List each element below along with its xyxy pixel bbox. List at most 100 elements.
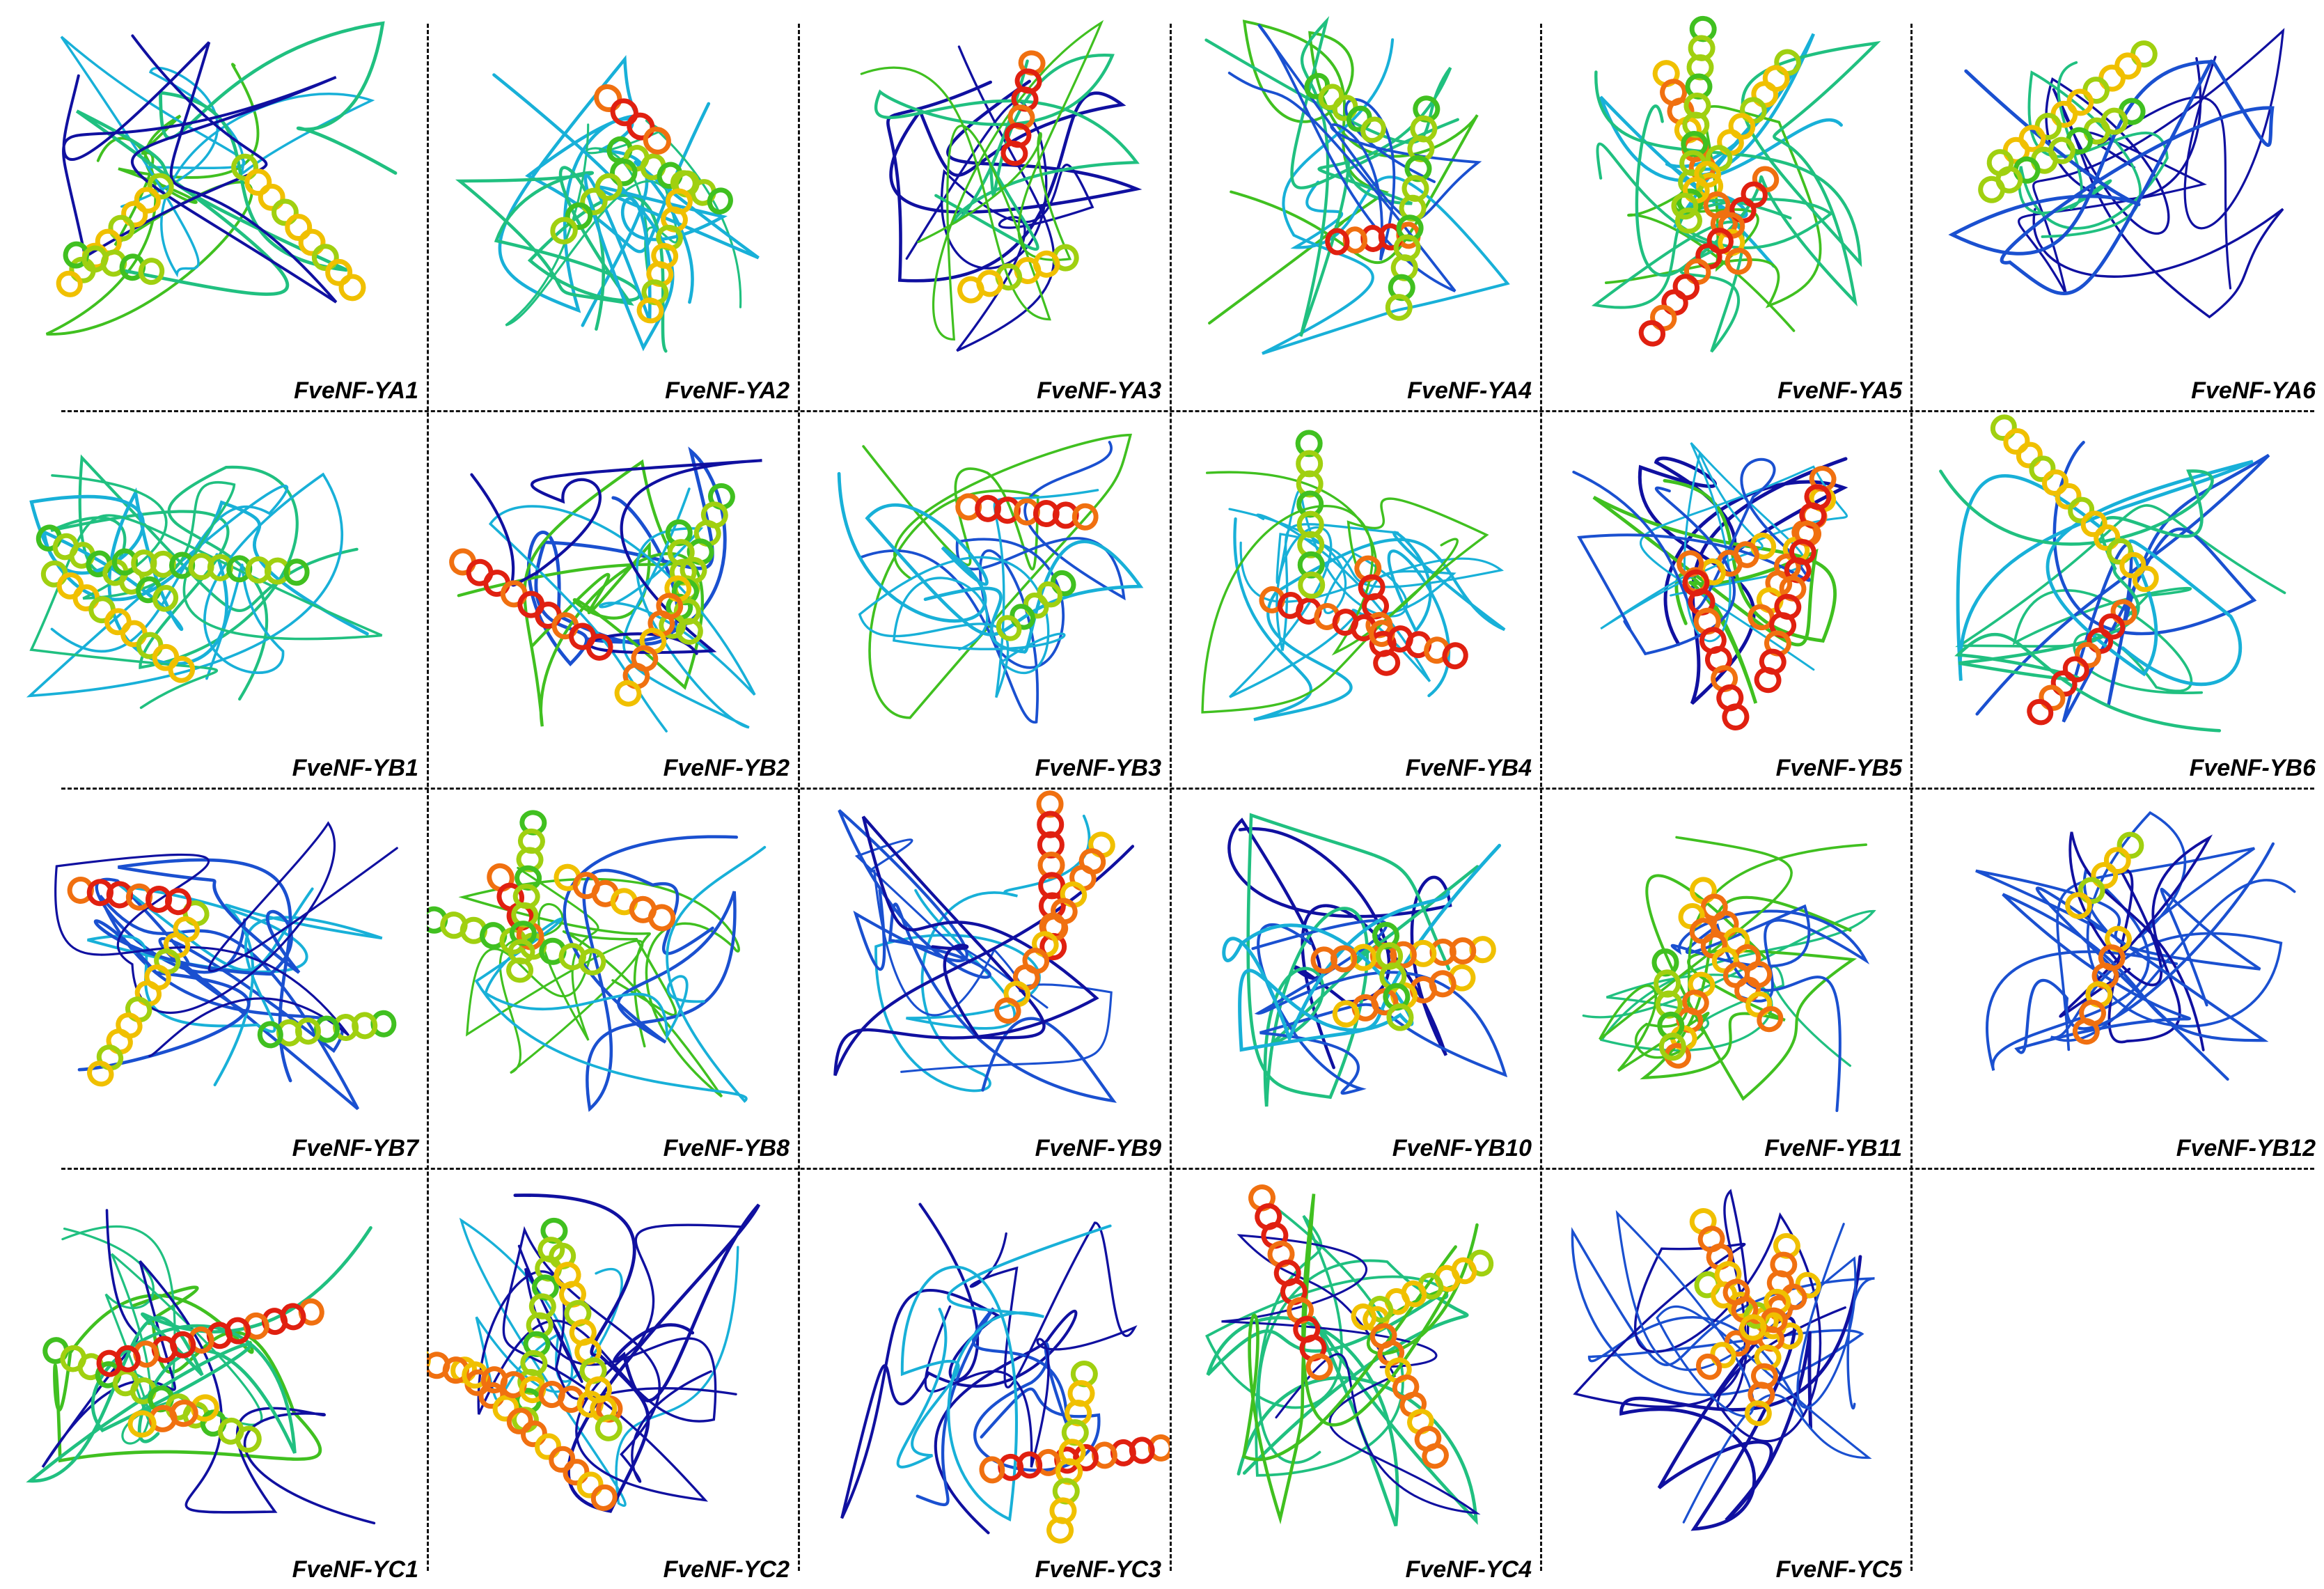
alpha-helix: [955, 493, 1099, 531]
helix-turn: [152, 585, 179, 612]
alpha-helix: [111, 548, 310, 586]
helix-turn: [1385, 294, 1413, 321]
panel-fvenf-yb8: FveNF-YB8: [427, 788, 798, 1168]
helix-turn: [1422, 1443, 1449, 1469]
helix-turn: [1310, 946, 1337, 974]
coil-loop: [1948, 59, 2275, 295]
coil-loop: [874, 814, 1091, 1093]
coil-loop: [1221, 1234, 1481, 1515]
alpha-helix: [2027, 599, 2137, 726]
panel-fvenf-yb3: FveNF-YB3: [798, 410, 1170, 788]
panel-fvenf-ya2: FveNF-YA2: [427, 0, 798, 410]
helix-turn: [594, 84, 622, 113]
protein-structure-graphic: [1948, 28, 2285, 319]
panel-fvenf-yb7: FveNF-YB7: [0, 788, 427, 1168]
coil-loop: [1262, 38, 1510, 355]
alpha-helix: [1990, 414, 2159, 593]
coil-loop: [840, 1203, 1078, 1535]
alpha-helix: [67, 876, 192, 916]
helix-turn: [1990, 414, 2017, 441]
alpha-helix: [127, 1394, 219, 1438]
helix-turn: [1351, 1303, 1377, 1331]
coil-loop: [2032, 57, 2284, 319]
helix-turn: [56, 270, 83, 297]
helix-turn: [285, 214, 313, 241]
panel-fvenf-yb9: FveNF-YB9: [798, 788, 1170, 1168]
alpha-helix: [1046, 1360, 1098, 1544]
protein-structure-graphic: [1204, 15, 1510, 355]
helix-turn: [1305, 1353, 1333, 1381]
coil-loop: [2050, 811, 2296, 1051]
helix-turn: [1386, 1003, 1414, 1031]
alpha-helix: [42, 1337, 262, 1453]
coil-loop: [1594, 40, 1881, 307]
coil-loop: [60, 36, 375, 278]
protein-structure-graphic: [1571, 1189, 1875, 1531]
coil-loop: [837, 471, 1144, 654]
coil-loop: [77, 858, 301, 1083]
protein-structure-graphic: [1591, 15, 1881, 353]
helix-turn: [257, 1021, 283, 1049]
coil-loop: [905, 45, 1094, 352]
alpha-helix: [549, 1242, 622, 1441]
alpha-helix: [40, 560, 196, 683]
panel-label: FveNF-YA3: [1037, 377, 1161, 404]
helix-turn: [2094, 524, 2121, 551]
panel-fvenf-yb6: FveNF-YB6: [1910, 410, 2324, 788]
helix-turn: [1071, 503, 1099, 531]
panel-fvenf-ya5: FveNF-YA5: [1540, 0, 1910, 410]
protein-structure-graphic: [449, 446, 762, 733]
coil-loop: [41, 1209, 376, 1525]
helix-turn: [298, 228, 326, 256]
alpha-helix: [506, 810, 547, 983]
helix-turn: [707, 187, 733, 214]
helix-turn: [87, 1060, 114, 1087]
alpha-helix: [996, 570, 1076, 641]
protein-structure-graphic: [833, 790, 1135, 1103]
helix-turn: [535, 1433, 562, 1460]
panel-label: FveNF-YB12: [2176, 1135, 2316, 1161]
panel-label: FveNF-YC2: [663, 1556, 790, 1583]
coil-loop: [492, 73, 760, 352]
coil-loop: [474, 845, 767, 1103]
coil-loop: [563, 835, 739, 1112]
protein-structure-graphic: [26, 1209, 376, 1525]
helix-turn: [1360, 116, 1386, 143]
alpha-helix: [96, 1298, 324, 1377]
helix-turn: [595, 1414, 622, 1441]
helix-turn: [1725, 247, 1752, 275]
protein-structure-graphic: [1205, 1184, 1494, 1527]
alpha-helix: [257, 1010, 397, 1049]
helix-turn: [1298, 571, 1326, 599]
helix-turn: [2027, 698, 2054, 726]
coil-loop: [502, 1223, 744, 1502]
protein-structure-graphic: [1572, 441, 1848, 730]
alpha-helix: [1363, 1306, 1449, 1469]
helix-turn: [338, 274, 366, 302]
coil-loop: [458, 877, 740, 1098]
helix-turn: [550, 217, 578, 245]
helix-turn: [1757, 1005, 1784, 1033]
helix-turn: [168, 655, 196, 683]
alpha-helix: [1385, 95, 1440, 321]
coil-loop: [833, 815, 1135, 1077]
panel-fvenf-ya6: FveNF-YA6: [1910, 0, 2324, 410]
helix-turn: [563, 1459, 590, 1486]
alpha-helix: [1000, 50, 1046, 166]
helix-turn: [576, 1471, 604, 1498]
alpha-helix: [1295, 430, 1326, 599]
coil-loop: [75, 21, 398, 296]
helix-turn: [2029, 455, 2056, 483]
alpha-helix: [665, 519, 703, 645]
protein-structure-graphic: [840, 1203, 1170, 1544]
panel-fvenf-yc2: FveNF-YC2: [427, 1168, 798, 1589]
helix-turn: [127, 1410, 157, 1438]
panel-fvenf-yc1: FveNF-YC1: [0, 1168, 427, 1589]
helix-turn: [2117, 831, 2144, 859]
protein-structure-graphic: [1222, 813, 1508, 1107]
helix-turn: [979, 1456, 1005, 1484]
helix-turn: [235, 1425, 262, 1453]
helix-turn: [957, 276, 984, 304]
protein-structure-graphic: [455, 54, 760, 353]
